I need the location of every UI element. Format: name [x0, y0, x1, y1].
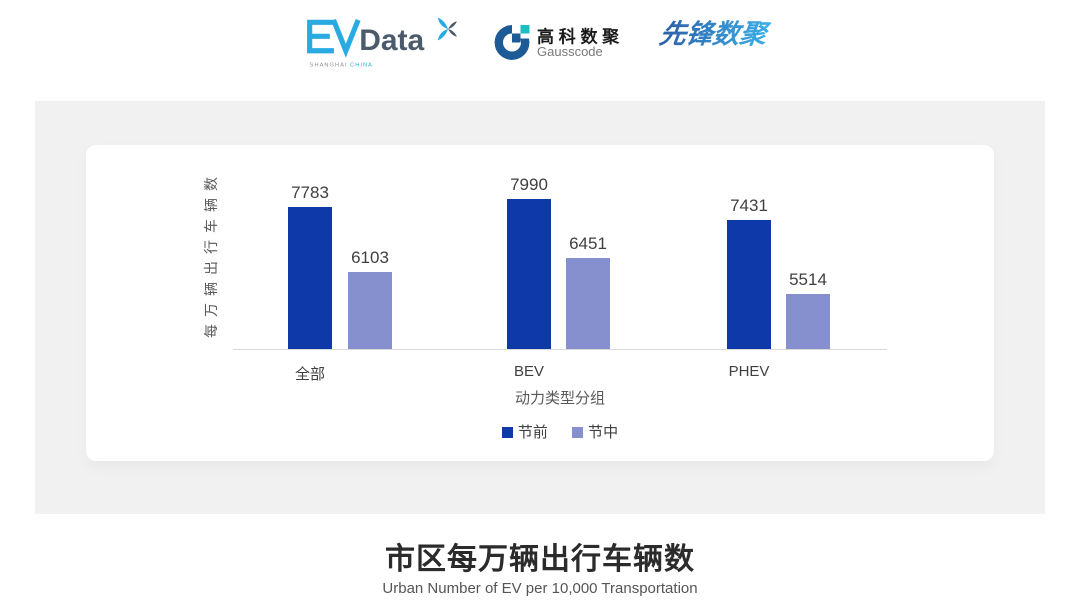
svg-text:Data: Data — [359, 24, 424, 57]
svg-text:先锋数聚: 先锋数聚 — [658, 19, 773, 49]
svg-text:Gausscode: Gausscode — [537, 44, 603, 59]
svg-text:高 科 数 聚: 高 科 数 聚 — [537, 27, 620, 47]
svg-text:SHANGHAI CHINA: SHANGHAI CHINA — [310, 62, 373, 68]
